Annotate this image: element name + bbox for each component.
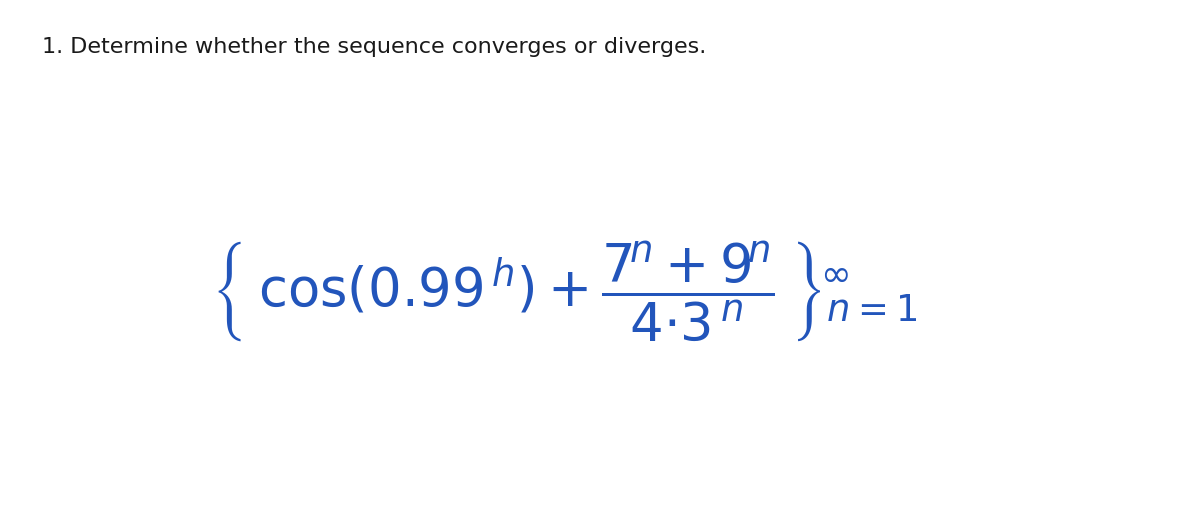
Text: $\left\{\, \cos\!\left(0.99^{\,h}\right) + \dfrac{7^{\!n} + 9^{\!n}}{4{\cdot}3^{: $\left\{\, \cos\!\left(0.99^{\,h}\right)… [211,239,917,345]
Text: 1. Determine whether the sequence converges or diverges.: 1. Determine whether the sequence conver… [42,37,707,57]
